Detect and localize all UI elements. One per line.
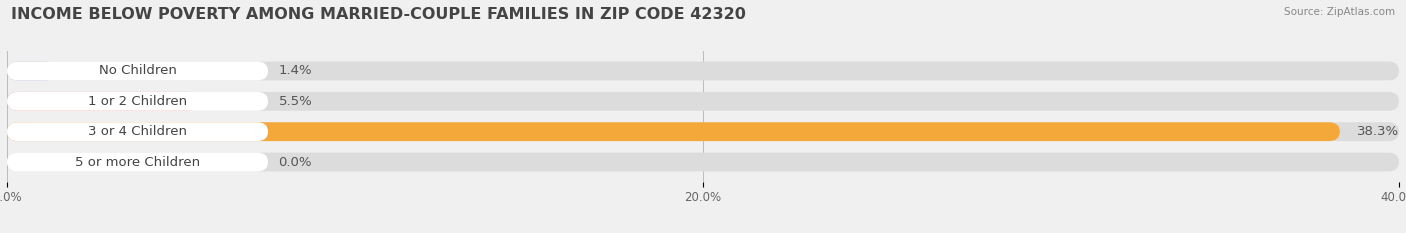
- FancyBboxPatch shape: [7, 62, 1399, 80]
- FancyBboxPatch shape: [7, 92, 198, 111]
- Text: 5.5%: 5.5%: [278, 95, 312, 108]
- FancyBboxPatch shape: [7, 122, 269, 141]
- Text: No Children: No Children: [98, 65, 177, 78]
- FancyBboxPatch shape: [7, 153, 269, 171]
- Text: 3 or 4 Children: 3 or 4 Children: [89, 125, 187, 138]
- FancyBboxPatch shape: [7, 122, 1340, 141]
- FancyBboxPatch shape: [7, 62, 56, 80]
- Text: 5 or more Children: 5 or more Children: [75, 155, 200, 168]
- Text: INCOME BELOW POVERTY AMONG MARRIED-COUPLE FAMILIES IN ZIP CODE 42320: INCOME BELOW POVERTY AMONG MARRIED-COUPL…: [11, 7, 747, 22]
- FancyBboxPatch shape: [7, 92, 269, 111]
- FancyBboxPatch shape: [7, 153, 1399, 171]
- Text: 1 or 2 Children: 1 or 2 Children: [89, 95, 187, 108]
- FancyBboxPatch shape: [7, 122, 1399, 141]
- Text: Source: ZipAtlas.com: Source: ZipAtlas.com: [1284, 7, 1395, 17]
- Text: 38.3%: 38.3%: [1357, 125, 1399, 138]
- Text: 1.4%: 1.4%: [278, 65, 312, 78]
- FancyBboxPatch shape: [7, 62, 269, 80]
- Text: 0.0%: 0.0%: [278, 155, 312, 168]
- FancyBboxPatch shape: [7, 92, 1399, 111]
